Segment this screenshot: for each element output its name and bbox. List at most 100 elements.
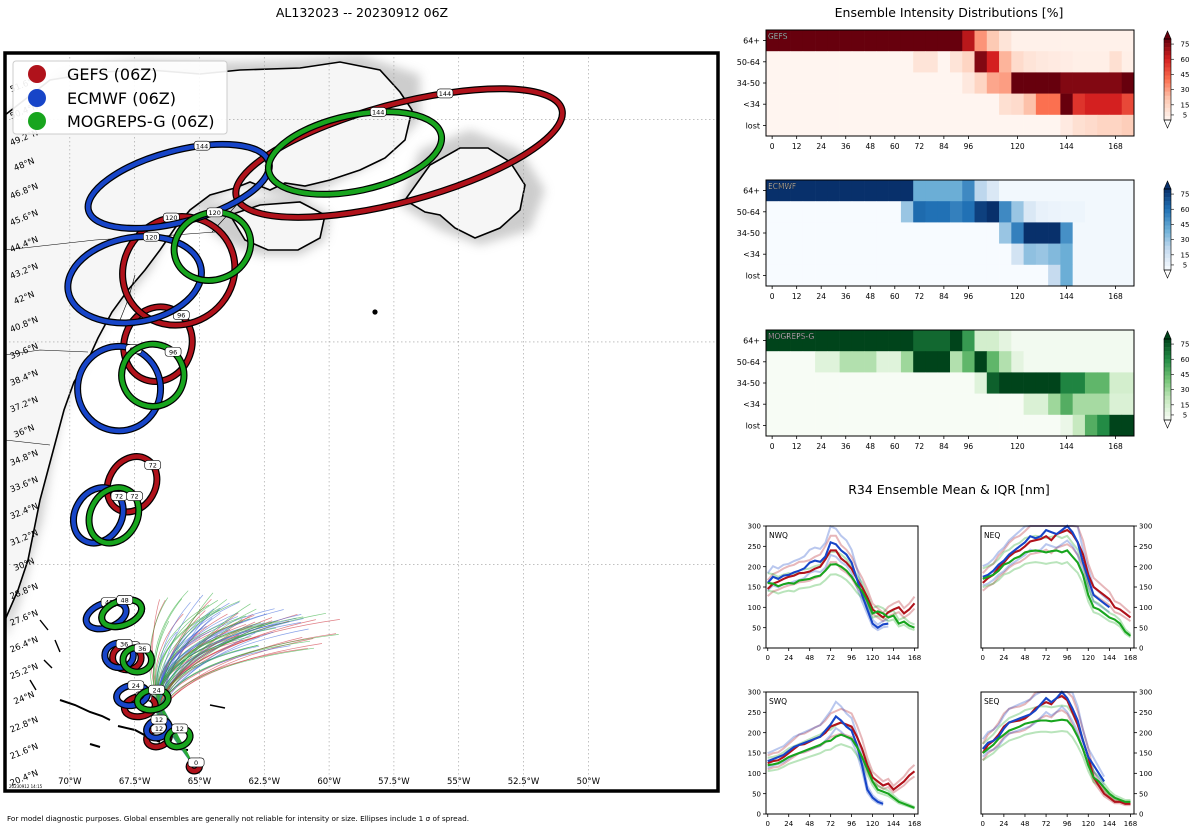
- ellipse-hour-label: 36: [138, 645, 146, 653]
- heatmap-cell: [778, 330, 791, 352]
- heatmap-cell: [962, 51, 975, 73]
- heatmap-cell: [766, 264, 779, 287]
- r34-x-tick: 0: [766, 820, 770, 828]
- lon-label: 52.5°W: [508, 777, 540, 787]
- r34-x-tick: 120: [1082, 820, 1095, 828]
- heatmap-cell: [888, 414, 902, 437]
- r34-x-tick: 144: [887, 820, 901, 828]
- heatmap-cell: [790, 114, 804, 137]
- heatmap-cell: [888, 393, 902, 416]
- heatmap-cell: [962, 93, 975, 116]
- heatmap-cell: [900, 222, 914, 244]
- heatmap-cell: [815, 351, 828, 373]
- heatmap-x-tick: 144: [1059, 292, 1074, 301]
- heatmap-row-label: lost: [746, 121, 760, 130]
- ellipse-hour-label: 120: [165, 214, 177, 222]
- heatmap-cell: [790, 243, 804, 266]
- ellipse-hour-label: 120: [145, 233, 157, 241]
- heatmap-cell: [802, 114, 816, 137]
- heatmap-x-tick: 72: [915, 442, 925, 451]
- heatmap-cell: [1060, 114, 1073, 137]
- heatmap-cell: [839, 51, 853, 73]
- heatmap-cell: [1048, 180, 1061, 202]
- heatmap-cell: [839, 201, 853, 223]
- heatmap-cell: [900, 72, 914, 94]
- heatmap-cell: [1060, 51, 1073, 73]
- heatmap-cell: [1023, 330, 1037, 352]
- heatmap-cell: [1048, 222, 1061, 244]
- ellipse-hour-label: 12: [155, 725, 163, 733]
- heatmap-row-label: 50-64: [737, 358, 760, 367]
- heatmap-cell: [937, 93, 951, 116]
- heatmap-cell: [778, 180, 791, 202]
- heatmap-cell: [1048, 351, 1061, 373]
- heatmap-cell: [1084, 372, 1098, 394]
- r34-y-tick: 150: [748, 584, 761, 592]
- heatmap-cell: [778, 372, 791, 394]
- heatmap-cell: [827, 114, 840, 137]
- heatmap-cell: [999, 30, 1012, 52]
- r34-x-tick: 0: [766, 654, 770, 662]
- heatmap-cell: [815, 93, 828, 116]
- r34-x-tick: 72: [826, 820, 835, 828]
- heatmap-cell: [1060, 372, 1073, 394]
- heatmap-model-label: MOGREPS-G: [768, 332, 814, 341]
- map-legend: GEFS (06Z) ECMWF (06Z) MOGREPS-G (06Z): [12, 60, 228, 135]
- r34-y-tick: 100: [748, 604, 761, 612]
- colorbar-tick: 75: [1181, 341, 1190, 349]
- heatmap-cell: [1048, 201, 1061, 223]
- heatmap-cell: [815, 330, 828, 352]
- heatmap-x-tick: 168: [1108, 142, 1123, 151]
- heatmap-cell: [802, 243, 816, 266]
- r34-x-tick: 96: [1063, 820, 1072, 828]
- heatmap-cell: [827, 351, 840, 373]
- heatmap-cell: [1109, 393, 1123, 416]
- colorbar-mogreps-g: 75 60 45 30 15 5: [1163, 330, 1190, 429]
- heatmap-cell: [1097, 72, 1110, 94]
- heatmap-cell: [986, 180, 1000, 202]
- r34-y-tick: 50: [1139, 624, 1148, 632]
- heatmap-cell: [974, 180, 988, 202]
- heatmap-x-tick: 0: [770, 292, 775, 301]
- heatmap-cell: [913, 393, 926, 416]
- ellipse-hour-label: 72: [130, 493, 138, 501]
- heatmap-cell: [876, 51, 889, 73]
- heatmap-x-tick: 120: [1010, 442, 1025, 451]
- heatmap-cell: [778, 93, 791, 116]
- ellipse-hour-label: 72: [115, 493, 123, 501]
- heatmap-cell: [925, 30, 939, 52]
- heatmap-cell: [778, 351, 791, 373]
- heatmap-cell: [999, 414, 1012, 437]
- r34-y-tick: 250: [1139, 543, 1152, 551]
- heatmap-cell: [1097, 222, 1110, 244]
- heatmap-cell: [790, 93, 804, 116]
- heatmap-cell: [1109, 180, 1123, 202]
- heatmap-cell: [900, 30, 914, 52]
- heatmap-cell: [790, 72, 804, 94]
- heatmap-cell: [962, 201, 975, 223]
- heatmap-cell: [778, 30, 791, 52]
- r34-y-tick: 200: [748, 563, 761, 571]
- heatmap-cell: [839, 372, 853, 394]
- heatmap-cell: [1011, 93, 1024, 116]
- heatmap-cell: [1109, 264, 1123, 287]
- heatmap-cell: [1048, 30, 1061, 52]
- heatmap-cell: [815, 414, 828, 437]
- heatmap-cell: [913, 201, 926, 223]
- colorbar-tick: 60: [1181, 206, 1190, 214]
- heatmap-x-tick: 84: [939, 142, 949, 151]
- heatmap-cell: [1035, 114, 1049, 137]
- heatmap-cell: [1035, 201, 1049, 223]
- lon-label: 57.5°W: [378, 777, 410, 787]
- heatmap-cell: [766, 222, 779, 244]
- heatmap-x-tick: 12: [792, 442, 802, 451]
- heatmap-cell: [790, 414, 804, 437]
- heatmap-cell: [839, 222, 853, 244]
- colorbar-gefs: 75 60 45 30 15 5: [1163, 30, 1189, 129]
- heatmap-cell: [815, 372, 828, 394]
- heatmap-cell: [802, 372, 816, 394]
- heatmap-cell: [827, 330, 840, 352]
- heatmap-cell: [1060, 201, 1073, 223]
- heatmap-cell: [900, 93, 914, 116]
- r34-y-tick: 250: [748, 709, 761, 717]
